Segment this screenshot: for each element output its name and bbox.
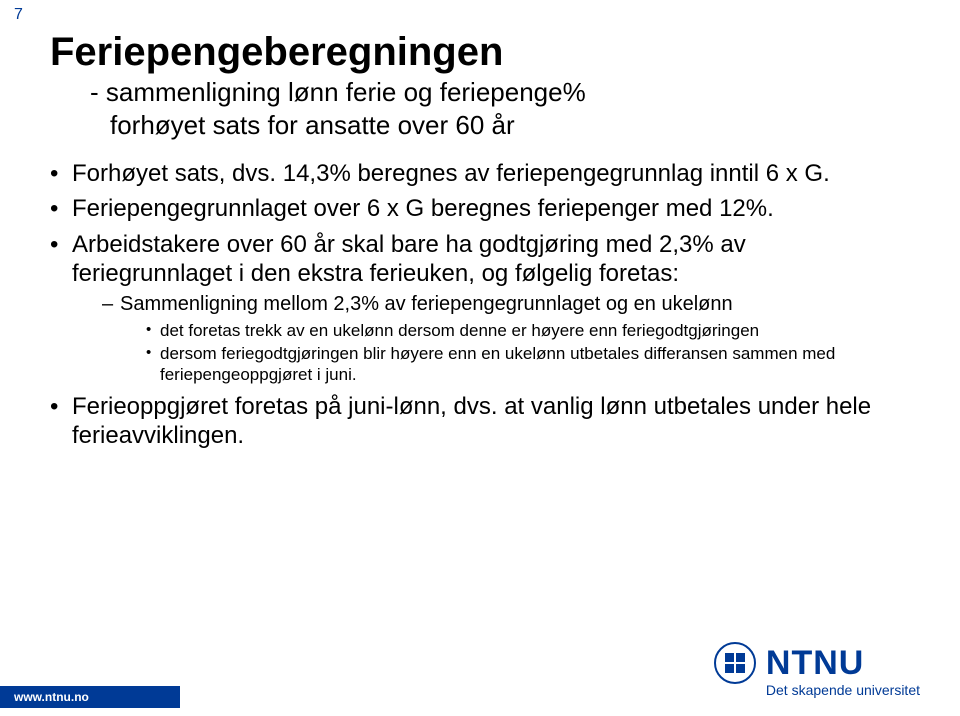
slide-subtitle-1: - sammenligning lønn ferie og feriepenge… (90, 77, 910, 108)
slide-subtitle-2: forhøyet sats for ansatte over 60 år (110, 110, 910, 141)
slide-title: Feriepengeberegningen (50, 30, 910, 75)
page-number: 7 (14, 6, 23, 24)
logo-text: NTNU (766, 644, 864, 683)
bullet-item: Forhøyet sats, dvs. 14,3% beregnes av fe… (50, 159, 910, 188)
slide-content: Feriepengeberegningen - sammenligning lø… (50, 30, 910, 456)
sub-bullet-item: Sammenligning mellom 2,3% av feriepengeg… (102, 292, 910, 386)
bullet-item: Arbeidstakere over 60 år skal bare ha go… (50, 230, 910, 386)
sub-bullet-list: Sammenligning mellom 2,3% av feriepengeg… (102, 292, 910, 386)
ntnu-logo-icon (714, 642, 756, 684)
footer-bar: www.ntnu.no (0, 686, 180, 708)
bullet-item: Feriepengegrunnlaget over 6 x G beregnes… (50, 194, 910, 223)
sub-bullet-text: Sammenligning mellom 2,3% av feriepengeg… (120, 293, 733, 315)
bullet-text: Arbeidstakere over 60 år skal bare ha go… (72, 231, 746, 287)
logo-tagline: Det skapende universitet (766, 682, 920, 698)
bullet-list: Forhøyet sats, dvs. 14,3% beregnes av fe… (50, 159, 910, 450)
sub-sub-bullet-list: det foretas trekk av en ukelønn dersom d… (146, 321, 910, 386)
ntnu-logo: NTNU Det skapende universitet (714, 642, 920, 698)
sub-sub-bullet-item: det foretas trekk av en ukelønn dersom d… (146, 321, 910, 342)
footer-url: www.ntnu.no (14, 690, 89, 704)
bullet-item: Ferieoppgjøret foretas på juni-lønn, dvs… (50, 392, 910, 451)
sub-sub-bullet-item: dersom feriegodtgjøringen blir høyere en… (146, 344, 910, 385)
